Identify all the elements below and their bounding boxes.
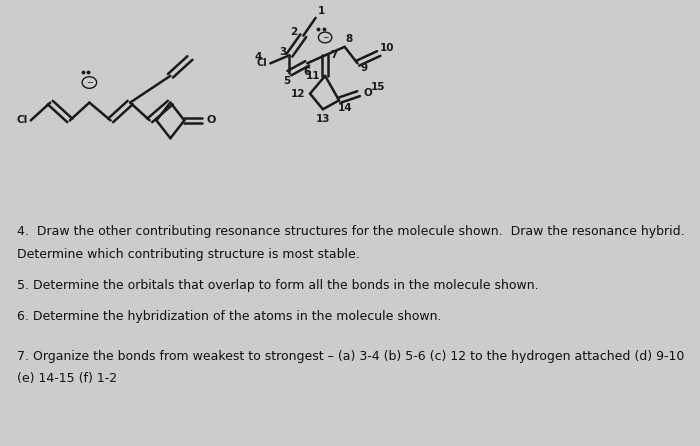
- Text: 15: 15: [371, 83, 386, 92]
- Text: 7: 7: [330, 50, 337, 60]
- Text: Cl: Cl: [17, 116, 28, 125]
- Text: O: O: [206, 116, 216, 125]
- Text: 4.  Draw the other contributing resonance structures for the molecule shown.  Dr: 4. Draw the other contributing resonance…: [17, 225, 685, 238]
- Text: 4: 4: [254, 52, 261, 62]
- Text: 6. Determine the hybridization of the atoms in the molecule shown.: 6. Determine the hybridization of the at…: [17, 310, 441, 323]
- Text: Determine which contributing structure is most stable.: Determine which contributing structure i…: [17, 248, 360, 260]
- Text: 6: 6: [304, 67, 311, 77]
- Text: Cl: Cl: [257, 58, 267, 68]
- Text: 11: 11: [306, 71, 320, 81]
- Text: 14: 14: [337, 103, 352, 113]
- Text: 2: 2: [290, 27, 297, 37]
- Text: 8: 8: [346, 34, 353, 44]
- Text: O: O: [363, 88, 372, 98]
- Text: 12: 12: [290, 89, 305, 99]
- Text: 13: 13: [316, 114, 330, 124]
- Text: 5: 5: [283, 76, 290, 86]
- Text: −: −: [86, 78, 93, 87]
- Text: (e) 14-15 (f) 1-2: (e) 14-15 (f) 1-2: [17, 372, 117, 385]
- Text: −: −: [322, 33, 328, 42]
- Text: 10: 10: [380, 43, 394, 53]
- Text: 3: 3: [279, 47, 286, 57]
- Text: 9: 9: [360, 63, 368, 73]
- Text: 5. Determine the orbitals that overlap to form all the bonds in the molecule sho: 5. Determine the orbitals that overlap t…: [17, 279, 538, 292]
- Text: 1: 1: [318, 6, 325, 16]
- Text: 7. Organize the bonds from weakest to strongest – (a) 3-4 (b) 5-6 (c) 12 to the : 7. Organize the bonds from weakest to st…: [17, 350, 684, 363]
